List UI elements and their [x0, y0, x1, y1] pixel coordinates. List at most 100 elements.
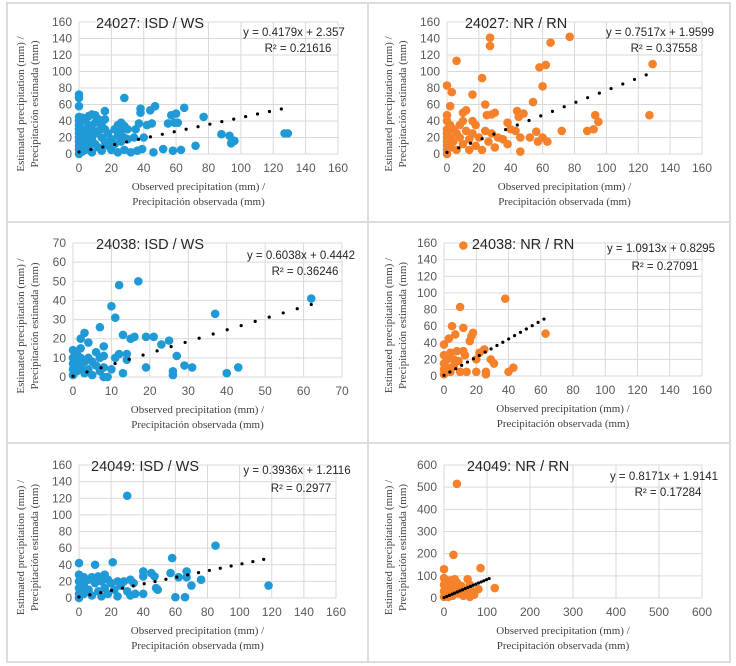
y-tick-label: 300 [417, 525, 437, 539]
data-point [455, 133, 465, 142]
trendline-dot [518, 330, 523, 334]
trendline-dot [454, 367, 458, 371]
y-tick-label: 20 [424, 352, 438, 366]
x-tick-label: 120 [263, 161, 283, 175]
trendline-dot [453, 591, 457, 595]
data-point [137, 144, 147, 154]
chart-24027-nr-rn: 0 20 40 60 80 100 120 140 160 0 20 40 60 80 100 120 140 1… [383, 15, 714, 208]
x-tick-label: 40 [137, 161, 151, 175]
data-point [180, 361, 189, 370]
y-tick-label: 10 [53, 351, 67, 365]
data-point [452, 346, 462, 356]
data-point [163, 119, 173, 128]
data-point [138, 589, 148, 599]
y-tick-label: 0 [430, 591, 437, 605]
data-point [490, 108, 500, 118]
data-point [113, 592, 122, 601]
data-point [476, 563, 485, 573]
trendline-dot [466, 585, 470, 590]
trendline-dot [207, 568, 211, 573]
data-point [489, 359, 499, 368]
x-axis-label: Observed precipitation (mm) / [496, 625, 630, 637]
data-point [84, 338, 93, 347]
trendline-dot [153, 579, 157, 584]
trendline-dot [197, 336, 201, 340]
trendline-dot [450, 592, 454, 596]
x-tick-label: 100 [231, 161, 251, 175]
data-point [123, 124, 132, 134]
x-tick-label: 20 [143, 384, 157, 398]
trendline-equation: y = 0.3936x + 1.2116 [243, 465, 350, 477]
data-point [471, 355, 481, 364]
data-point [110, 313, 120, 322]
data-point [538, 82, 547, 91]
data-point [191, 141, 200, 151]
y-tick-label: 40 [59, 114, 73, 128]
data-point [168, 146, 178, 155]
r-squared-label: R² = 0.27091 [632, 261, 699, 273]
trendline-dot [208, 122, 212, 126]
x-tick-label: 40 [502, 383, 516, 397]
trendline-dot [597, 91, 601, 95]
data-point [222, 368, 232, 378]
data-point [149, 332, 158, 342]
chart-24027-isd-ws: 0 20 40 60 80 100 120 140 160 0 20 40 60 80 100 120 140 1… [15, 15, 348, 208]
y-tick-label: 120 [52, 48, 72, 62]
x-tick-label: 100 [230, 605, 250, 619]
data-point [465, 145, 474, 155]
trendline-dot [465, 360, 470, 364]
y-tick-label: 20 [59, 131, 73, 145]
data-point [439, 340, 449, 349]
x-axis-label: Precipitación observada (mm) [132, 196, 265, 208]
trendline-dot [229, 564, 233, 568]
x-tick-label: 60 [169, 161, 183, 175]
data-point [138, 572, 148, 581]
trendline-dot [99, 366, 103, 370]
trendline-dot [562, 105, 566, 109]
trendline-dot [251, 559, 255, 564]
trendline-dot [550, 109, 555, 113]
data-point [468, 129, 477, 138]
trendline-dot [621, 82, 625, 86]
data-point [97, 146, 106, 155]
y-axis-label: Estimated precipitation (mm) / [15, 257, 27, 393]
x-tick-label: 160 [328, 161, 348, 175]
trendline-dot [468, 141, 473, 145]
x-tick-label: 20 [470, 383, 484, 397]
data-point [134, 276, 143, 286]
trendline-dot [471, 583, 475, 587]
data-point [468, 328, 478, 338]
x-tick-label: 300 [563, 605, 583, 619]
trendline-dot [267, 109, 272, 114]
trendline-dot [447, 593, 451, 597]
trendline-dot [471, 357, 476, 361]
y-tick-label: 80 [59, 525, 73, 539]
data-point [283, 129, 293, 138]
y-tick-label: 20 [59, 574, 73, 588]
data-point [74, 101, 84, 111]
x-axis-label: Precipitación observada (mm) [497, 418, 630, 430]
trendline-dot [468, 584, 473, 588]
trendline-dot [530, 324, 534, 328]
trendline-dot [184, 127, 188, 131]
data-point [172, 351, 182, 361]
trendline-dot [644, 73, 648, 77]
chart-title: 24049: ISD / WS [91, 459, 199, 475]
trendline-dot [85, 370, 89, 374]
trendline-dot [442, 595, 446, 600]
r-squared-label: R² = 0.17284 [635, 487, 702, 499]
panel-divider-vertical [367, 2, 369, 663]
x-tick-label: 200 [520, 605, 540, 619]
data-point [76, 343, 85, 353]
data-point [90, 560, 100, 570]
trendline-dot [109, 588, 114, 592]
data-point [503, 118, 512, 127]
data-point [100, 106, 110, 116]
trendline-dot [460, 363, 464, 367]
data-point [474, 584, 483, 594]
panel-divider-row1 [6, 221, 731, 223]
trendline-dot [492, 132, 496, 136]
trendline-dot [113, 142, 117, 147]
data-point [455, 367, 465, 377]
data-point [589, 124, 598, 134]
